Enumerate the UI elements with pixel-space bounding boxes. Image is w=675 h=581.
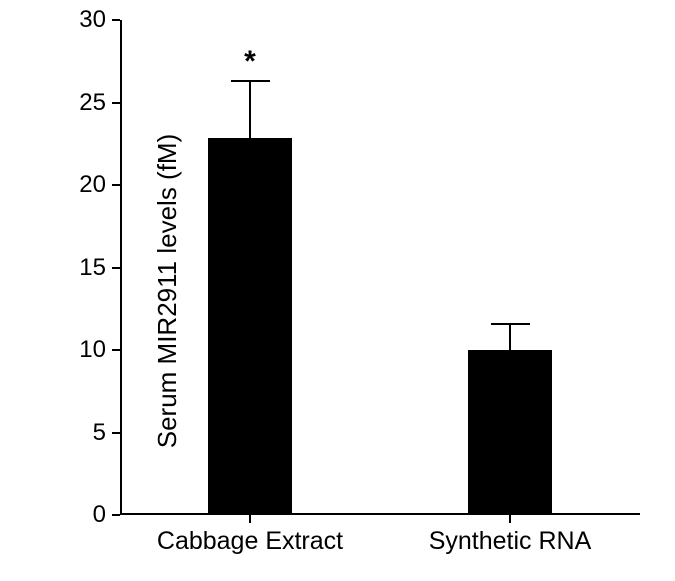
error-bar — [249, 81, 251, 140]
category-label: Cabbage Extract — [157, 527, 343, 556]
y-tick-label: 25 — [79, 89, 106, 117]
plot-area: 051015202530Cabbage Extract*Synthetic RN… — [120, 20, 640, 515]
y-axis-line — [120, 20, 122, 515]
significance-mark: * — [244, 45, 256, 79]
bar — [468, 350, 551, 513]
error-cap — [491, 323, 530, 325]
x-tick — [249, 515, 251, 523]
bar-chart: Serum MIR2911 levels (fM) 051015202530Ca… — [0, 0, 675, 581]
y-tick — [112, 514, 120, 516]
category-label: Synthetic RNA — [429, 527, 592, 556]
x-tick — [509, 515, 511, 523]
y-tick — [112, 184, 120, 186]
y-tick-label: 5 — [93, 419, 106, 447]
error-cap — [231, 80, 270, 82]
bar — [208, 138, 291, 513]
error-bar — [509, 324, 511, 352]
y-tick-label: 10 — [79, 336, 106, 364]
y-tick-label: 20 — [79, 171, 106, 199]
y-tick — [112, 102, 120, 104]
x-axis-line — [120, 513, 640, 515]
y-tick — [112, 349, 120, 351]
y-tick-label: 15 — [79, 254, 106, 282]
y-tick-label: 0 — [93, 501, 106, 529]
y-tick-label: 30 — [79, 6, 106, 34]
y-tick — [112, 267, 120, 269]
y-tick — [112, 19, 120, 21]
y-tick — [112, 432, 120, 434]
